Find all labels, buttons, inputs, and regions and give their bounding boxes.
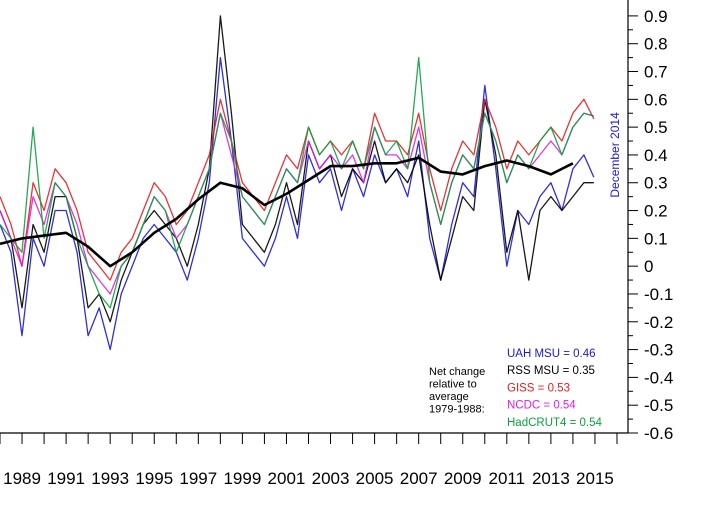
x-tick-label: 1995 (135, 469, 173, 488)
series-line-uah-msu (0, 56, 595, 351)
series-line-giss (0, 98, 595, 281)
y-tick-label: 0.4 (644, 146, 668, 165)
y-tick-label: 0.6 (644, 90, 668, 109)
y-tick-label: 0.8 (644, 35, 668, 54)
x-tick-label: 2007 (400, 469, 438, 488)
x-tick-label: 1989 (3, 469, 41, 488)
series-layer (0, 15, 595, 351)
labels-layer: -0.6 -0.5 -0.4 -0.3 -0.2 -0.1 0 0.1 0.2 0.3 0.4 0.5… (3, 7, 673, 488)
axes-layer (0, 0, 638, 444)
y-tick-label: -0.4 (644, 368, 673, 387)
y-tick-label: 0.7 (644, 63, 668, 82)
y-tick-label: 0 (644, 257, 653, 276)
y-tick-label: 0.3 (644, 174, 668, 193)
x-tick-label: 2013 (532, 469, 570, 488)
y-tick-label: -0.5 (644, 396, 673, 415)
x-tick-label: 2009 (444, 469, 482, 488)
x-tick-label: 2003 (312, 469, 350, 488)
series-line-running-mean (0, 156, 574, 268)
x-tick-label: 2011 (489, 469, 526, 488)
x-tick-label: 1991 (47, 469, 85, 488)
y-tick-label: -0.1 (644, 285, 673, 304)
annotation-line: average (429, 391, 469, 403)
legend-entry: RSS MSU = 0.35 (507, 365, 595, 377)
annotation-line: 1979-1988: (429, 404, 485, 416)
y-tick-label: 0.2 (644, 202, 668, 221)
end-label: December 2014 (608, 112, 622, 198)
annotation-line: relative to (429, 379, 477, 391)
x-tick-label: 2015 (576, 469, 614, 488)
y-tick-label: 0.5 (644, 118, 668, 137)
legend-entry: NCDC = 0.54 (507, 400, 576, 412)
x-tick-label: 1997 (179, 469, 217, 488)
x-tick-label: 1999 (223, 469, 261, 488)
y-tick-label: -0.3 (644, 341, 673, 360)
annotation-line: Net change (429, 366, 485, 378)
x-tick-label: 2005 (356, 469, 394, 488)
y-tick-label: -0.2 (644, 313, 673, 332)
legend-entry: GISS = 0.53 (507, 382, 570, 394)
series-line-hadcrut4 (0, 56, 594, 309)
x-tick-label: 2001 (268, 469, 306, 488)
legend-entry: UAH MSU = 0.46 (507, 348, 596, 360)
x-tick-label: 1993 (91, 469, 129, 488)
y-tick-label: -0.6 (644, 424, 673, 443)
y-tick-label: 0.1 (644, 229, 668, 248)
y-tick-label: 0.9 (644, 7, 668, 26)
legend-entry: HadCRUT4 = 0.54 (507, 417, 603, 429)
